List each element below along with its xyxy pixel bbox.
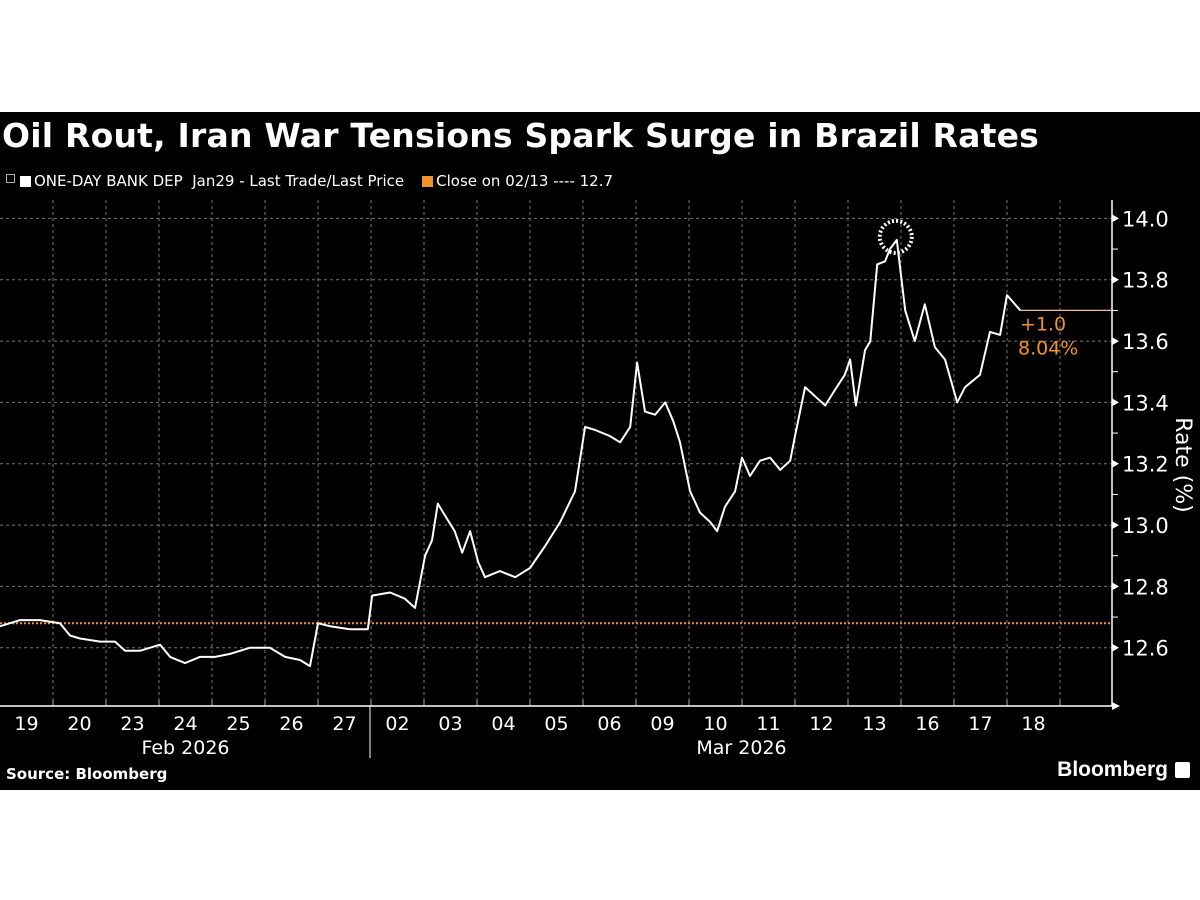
y-tick-label: 13.4 — [1122, 391, 1169, 415]
x-tick-label: 02 — [385, 713, 409, 735]
x-axis-arrow — [1112, 702, 1120, 710]
y-tick — [1112, 643, 1119, 652]
x-tick-label: 25 — [226, 713, 250, 735]
bloomberg-logo: Bloomberg — [1057, 758, 1190, 782]
y-tick — [1112, 337, 1119, 346]
change-label: +1.0 — [1020, 313, 1066, 335]
y-axis-label: Rate (%) — [1170, 417, 1195, 513]
x-tick-label: 09 — [650, 713, 674, 735]
series-swatch — [20, 175, 31, 187]
x-tick-label: 06 — [597, 713, 621, 735]
x-tick-label: 04 — [491, 713, 515, 735]
source-note: Source: Bloomberg — [6, 765, 168, 783]
x-tick-label: 03 — [438, 713, 462, 735]
y-tick-label: 12.6 — [1122, 637, 1169, 661]
series-line — [0, 238, 1022, 668]
x-tick-label: 24 — [173, 713, 197, 735]
y-tick-label: 14.0 — [1122, 207, 1169, 231]
x-tick-label: 16 — [915, 713, 939, 735]
x-tick-label: 27 — [332, 713, 356, 735]
y-tick-label: 13.8 — [1122, 269, 1169, 293]
x-tick-label: 17 — [968, 713, 992, 735]
x-tick-label: 13 — [862, 713, 886, 735]
change-pct-label: 8.04% — [1018, 337, 1078, 359]
y-tick-label: 12.8 — [1122, 575, 1169, 599]
brand-text: Bloomberg — [1057, 758, 1168, 781]
x-tick-label: 20 — [67, 713, 91, 735]
y-tick-label: 13.2 — [1122, 453, 1169, 477]
month-label: Mar 2026 — [696, 737, 786, 759]
legend-series-label: ONE-DAY BANK DEP Jan29 - Last Trade/Last… — [34, 172, 405, 190]
x-tick-label: 18 — [1021, 713, 1045, 735]
x-tick-label: 10 — [703, 713, 727, 735]
x-tick-label: 12 — [809, 713, 833, 735]
y-tick — [1112, 521, 1119, 530]
x-tick-label: 23 — [120, 713, 144, 735]
collapse-box-icon[interactable] — [6, 173, 15, 183]
legend: ONE-DAY BANK DEP Jan29 - Last Trade/Last… — [6, 172, 613, 190]
y-tick — [1112, 582, 1119, 591]
close-swatch — [422, 175, 434, 187]
x-tick-label: 26 — [279, 713, 303, 735]
bar-chart-icon — [1175, 762, 1190, 778]
y-tick — [1112, 398, 1119, 407]
chart-title: Oil Rout, Iran War Tensions Spark Surge … — [2, 116, 1040, 155]
y-tick-label: 13.6 — [1122, 330, 1169, 354]
peak-marker — [877, 218, 914, 255]
y-tick — [1112, 275, 1119, 284]
y-tick — [1112, 214, 1119, 223]
y-tick-label: 13.0 — [1122, 514, 1169, 538]
x-tick-label: 05 — [544, 713, 568, 735]
legend-close-label: Close on 02/13 ---- 12.7 — [436, 172, 614, 190]
month-label: Feb 2026 — [141, 737, 229, 759]
y-tick — [1112, 459, 1119, 468]
x-tick-label: 19 — [14, 713, 38, 735]
chart-panel: Oil Rout, Iran War Tensions Spark Surge … — [0, 112, 1200, 790]
x-tick-label: 11 — [756, 713, 780, 735]
